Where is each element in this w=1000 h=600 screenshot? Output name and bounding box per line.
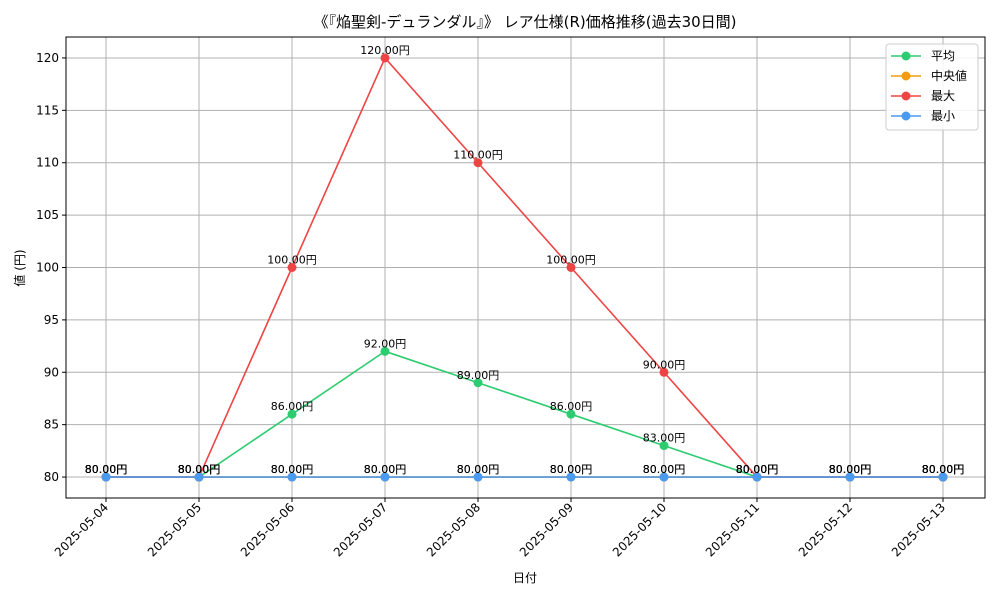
legend-marker-最大 bbox=[901, 91, 911, 101]
data-label-平均: 80.00円 bbox=[829, 463, 872, 476]
x-tick-label: 2025-05-07 bbox=[331, 500, 390, 559]
y-tick-label: 100 bbox=[36, 261, 59, 275]
data-label-最小: 80.00円 bbox=[922, 463, 965, 476]
data-point-最小 bbox=[101, 472, 111, 482]
data-label-最大: 80.00円 bbox=[736, 463, 779, 476]
data-label-平均: 80.00円 bbox=[85, 463, 128, 476]
data-label-最大: 110.00円 bbox=[453, 149, 503, 162]
data-label-中央値: 80.00円 bbox=[643, 463, 686, 476]
data-label-平均: 80.00円 bbox=[178, 463, 221, 476]
data-label-最大: 80.00円 bbox=[829, 463, 872, 476]
data-label-中央値: 80.00円 bbox=[178, 463, 221, 476]
legend-label-最大: 最大 bbox=[931, 89, 955, 103]
data-label-平均: 86.00円 bbox=[271, 400, 314, 413]
data-point-最小 bbox=[659, 472, 669, 482]
data-label-最小: 80.00円 bbox=[736, 463, 779, 476]
data-label-最小: 80.00円 bbox=[457, 463, 500, 476]
data-label-最大: 80.00円 bbox=[178, 463, 221, 476]
legend-label-中央値: 中央値 bbox=[931, 68, 967, 83]
data-label-平均: 92.00円 bbox=[364, 337, 407, 350]
y-axis-ticks: 80 85 90 95 100 105 110 115 120 bbox=[36, 51, 66, 484]
data-label-最小: 80.00円 bbox=[364, 463, 407, 476]
data-label-中央値: 80.00円 bbox=[736, 463, 779, 476]
y-tick-label: 105 bbox=[36, 208, 59, 222]
data-label-平均: 80.00円 bbox=[922, 463, 965, 476]
data-point-最大 bbox=[659, 367, 669, 377]
data-point-最大 bbox=[287, 263, 297, 272]
data-label-最小: 80.00円 bbox=[178, 463, 221, 476]
data-label-最大: 100.00円 bbox=[267, 254, 317, 267]
y-tick-label: 120 bbox=[36, 51, 59, 65]
data-label-平均: 83.00円 bbox=[643, 432, 686, 445]
x-tick-label: 2025-05-05 bbox=[145, 500, 204, 559]
data-label-中央値: 80.00円 bbox=[364, 463, 407, 476]
data-label-中央値: 80.00円 bbox=[550, 463, 593, 476]
data-label-平均: 89.00円 bbox=[457, 369, 500, 382]
data-label-最大: 100.00円 bbox=[546, 254, 596, 267]
x-axis-label: 日付 bbox=[513, 571, 537, 585]
data-label-平均: 80.00円 bbox=[736, 463, 779, 476]
data-label-中央値: 80.00円 bbox=[85, 463, 128, 476]
legend-marker-中央値 bbox=[901, 71, 911, 81]
legend-label-最小: 最小 bbox=[931, 109, 955, 123]
y-tick-label: 90 bbox=[44, 365, 59, 379]
data-point-最大 bbox=[380, 53, 390, 63]
y-tick-label: 95 bbox=[44, 313, 59, 327]
data-label-最小: 80.00円 bbox=[550, 463, 593, 476]
data-label-最小: 80.00円 bbox=[85, 463, 128, 476]
y-tick-label: 80 bbox=[44, 470, 59, 484]
data-point-最小 bbox=[194, 472, 204, 482]
data-point-平均 bbox=[566, 409, 576, 419]
y-tick-label: 115 bbox=[36, 103, 59, 117]
data-point-最小 bbox=[473, 472, 483, 482]
data-point-平均 bbox=[380, 346, 390, 356]
x-tick-label: 2025-05-11 bbox=[703, 500, 762, 559]
y-axis-label: 値 (円) bbox=[12, 249, 27, 286]
legend-label-平均: 平均 bbox=[931, 49, 955, 63]
data-label-中央値: 80.00円 bbox=[457, 463, 500, 476]
data-point-最大 bbox=[473, 158, 483, 168]
data-point-最小 bbox=[845, 472, 855, 482]
x-tick-label: 2025-05-08 bbox=[424, 500, 483, 559]
data-label-最大: 120.00円 bbox=[360, 44, 410, 57]
series-line-平均 bbox=[106, 350, 943, 478]
x-axis-ticks: 2025-05-04 2025-05-05 2025-05-06 2025-05-07… bbox=[52, 498, 948, 559]
y-tick-label: 110 bbox=[36, 156, 59, 170]
data-label-中央値: 80.00円 bbox=[271, 463, 314, 476]
series-layer bbox=[101, 53, 948, 482]
data-label-最小: 80.00円 bbox=[829, 463, 872, 476]
legend-marker-最小 bbox=[901, 111, 911, 121]
data-label-最大: 80.00円 bbox=[922, 463, 965, 476]
x-tick-label: 2025-05-09 bbox=[517, 500, 576, 559]
data-label-中央値: 80.00円 bbox=[922, 463, 965, 476]
x-tick-label: 2025-05-10 bbox=[610, 500, 669, 559]
y-tick-label: 85 bbox=[44, 418, 59, 432]
data-point-平均 bbox=[287, 409, 297, 419]
x-tick-label: 2025-05-04 bbox=[52, 500, 111, 559]
data-point-平均 bbox=[473, 378, 483, 388]
data-label-最大: 90.00円 bbox=[643, 358, 686, 371]
data-point-最小 bbox=[287, 472, 297, 482]
data-point-平均 bbox=[659, 441, 669, 451]
x-tick-label: 2025-05-06 bbox=[238, 500, 297, 559]
data-point-最小 bbox=[752, 472, 762, 482]
chart-title: 《『焔聖剣-デュランダル』》 レア仕様(R)価格推移(過去30日間) bbox=[313, 13, 736, 31]
data-point-最大 bbox=[566, 263, 576, 272]
legend-marker-平均 bbox=[901, 51, 911, 61]
data-label-最大: 80.00円 bbox=[85, 463, 128, 476]
grid bbox=[66, 37, 985, 498]
legend-box bbox=[885, 43, 979, 131]
data-point-最小 bbox=[380, 472, 390, 482]
data-label-中央値: 80.00円 bbox=[829, 463, 872, 476]
data-labels: 80.00円 80.00円 86.00円 92.00円 89.00円 86.00円 83.0… bbox=[85, 44, 965, 476]
data-label-最小: 80.00円 bbox=[643, 463, 686, 476]
data-point-最小 bbox=[938, 472, 948, 482]
data-label-最小: 80.00円 bbox=[271, 463, 314, 476]
data-point-最小 bbox=[566, 472, 576, 482]
x-tick-label: 2025-05-12 bbox=[796, 500, 855, 559]
x-tick-label: 2025-05-13 bbox=[889, 500, 948, 559]
data-label-平均: 86.00円 bbox=[550, 400, 593, 413]
